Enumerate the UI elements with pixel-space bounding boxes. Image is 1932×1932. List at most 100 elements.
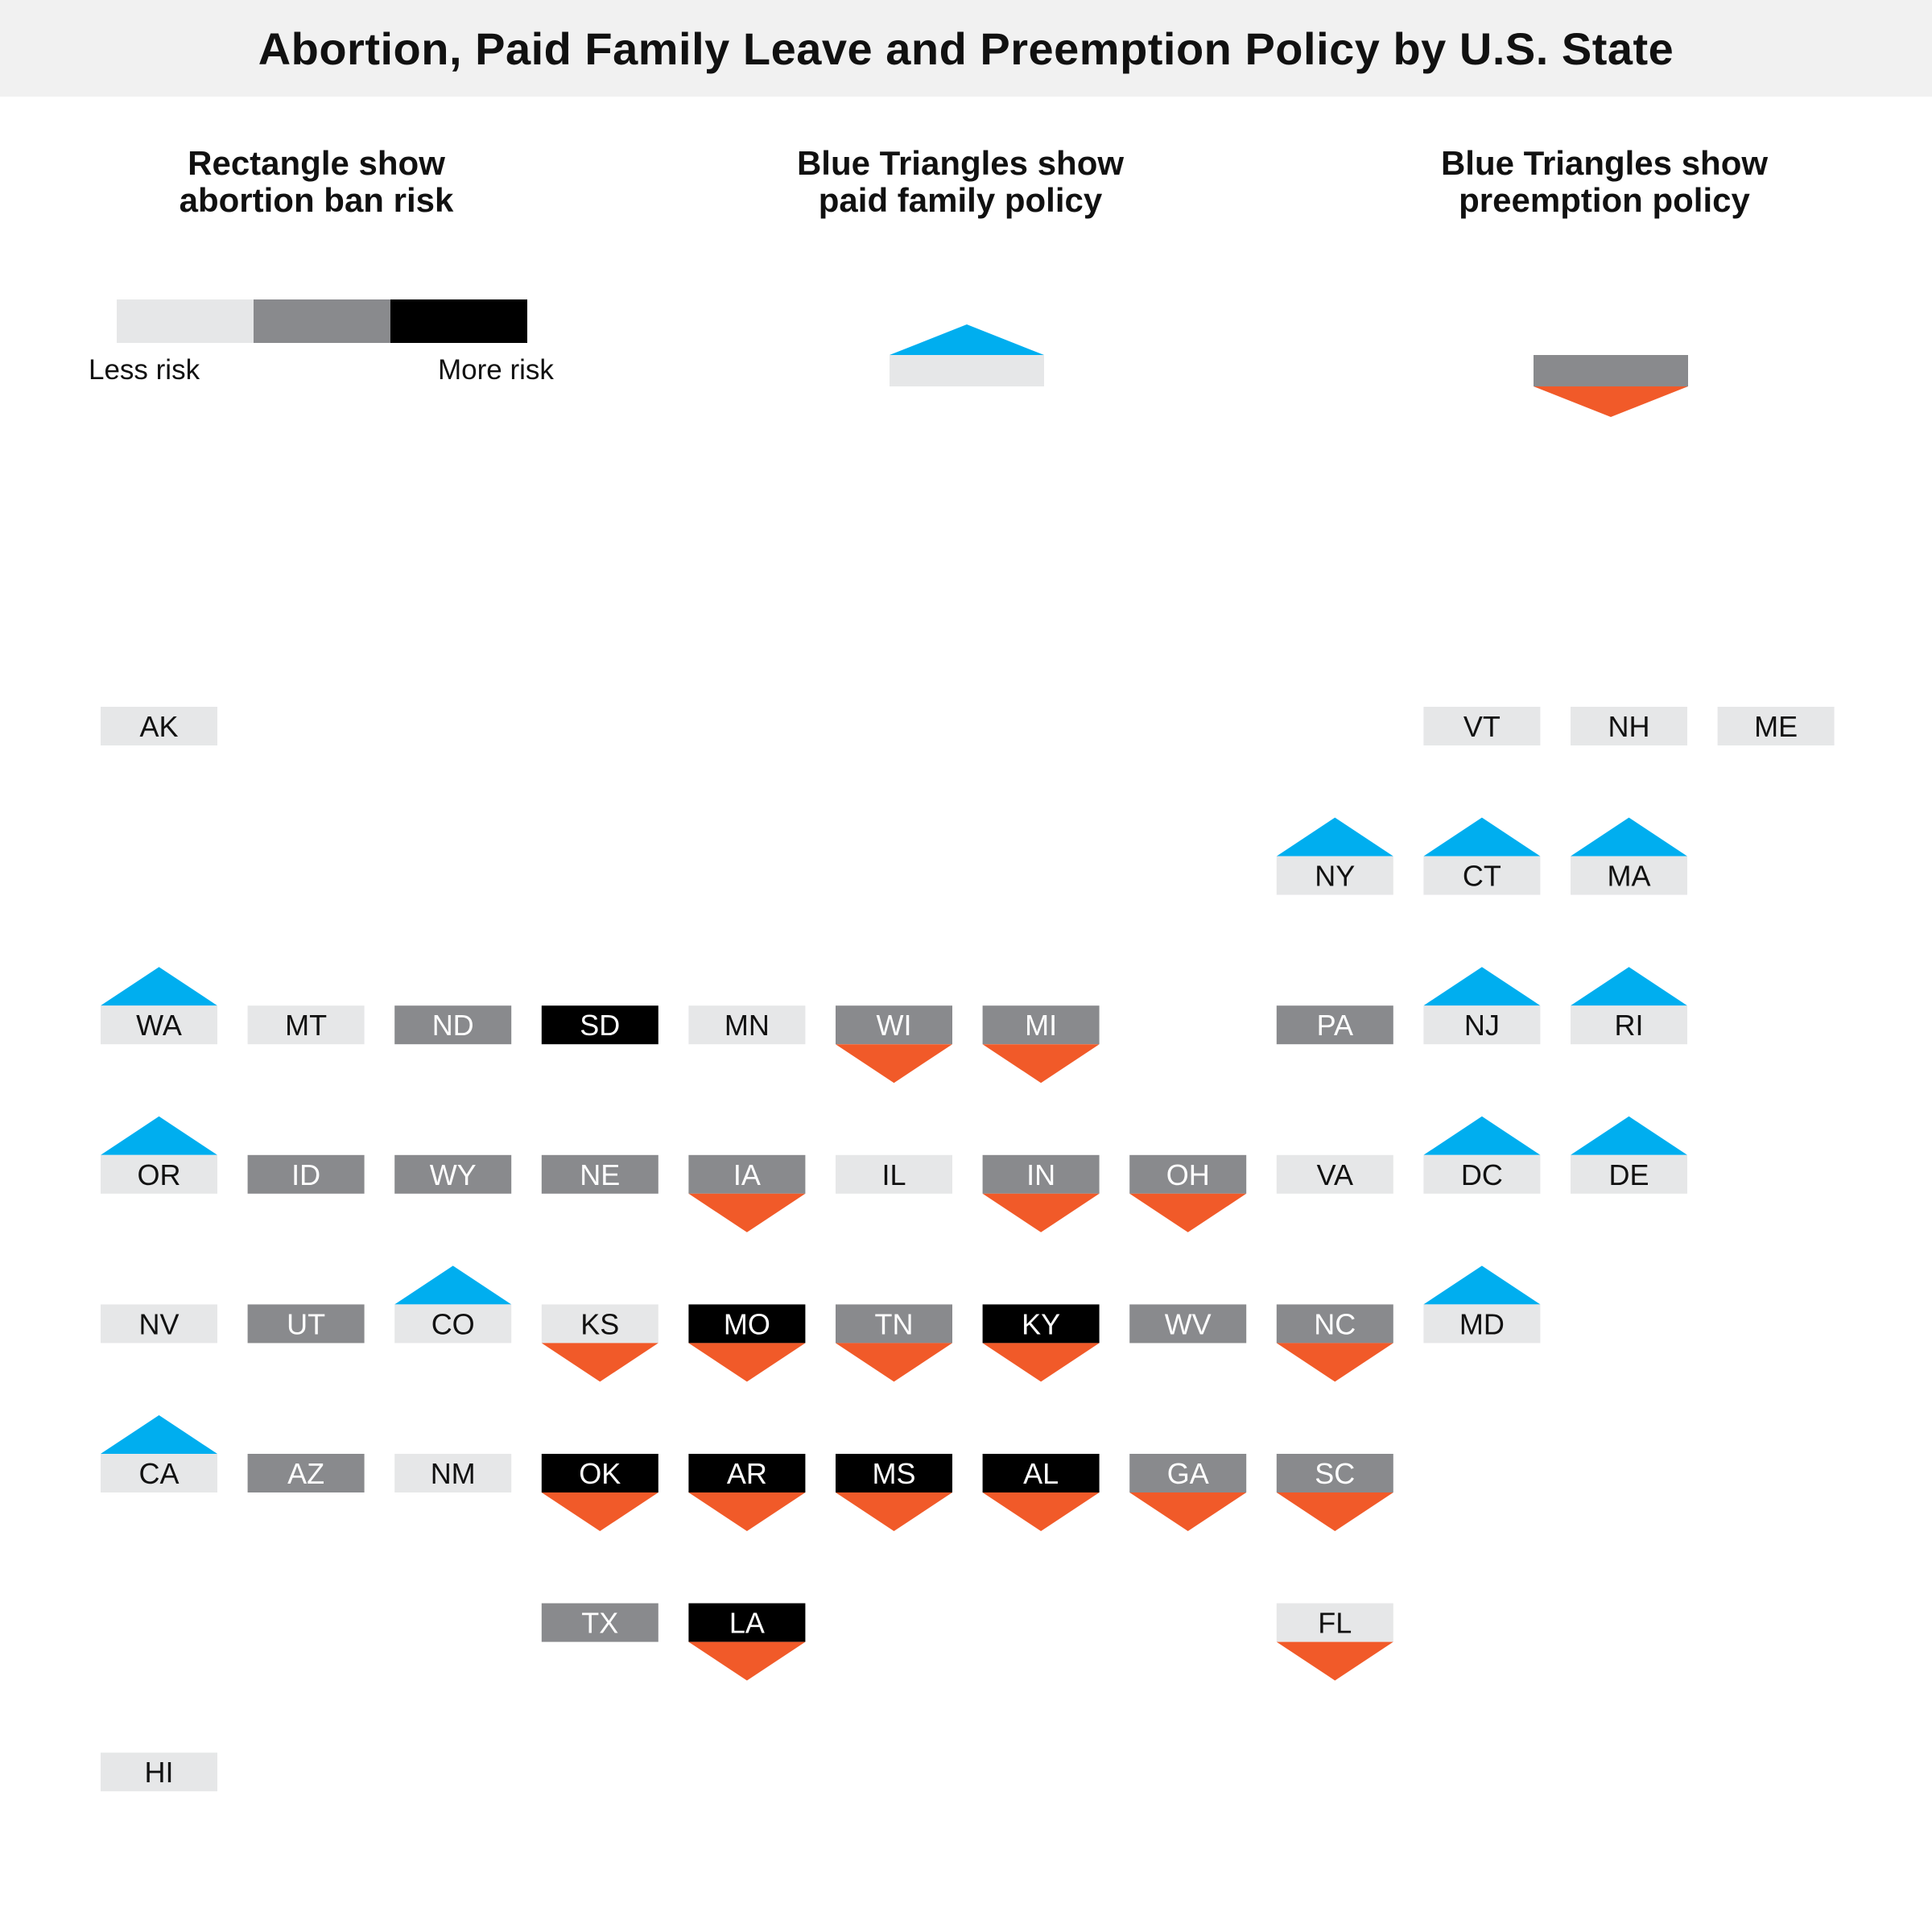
state-tile-mt: MT (247, 1005, 365, 1045)
paid-family-triangle (1423, 967, 1541, 1006)
state-code-label: KS (580, 1307, 619, 1340)
risk-swatch-less (117, 299, 254, 343)
paid-family-triangle (1571, 817, 1687, 857)
state-tile-ca: CA (101, 1415, 217, 1492)
state-code-label: AR (727, 1457, 767, 1490)
state-code-label: NV (138, 1307, 179, 1340)
abortion-risk-rectangle (1571, 1154, 1687, 1194)
abortion-risk-rectangle (688, 1304, 806, 1344)
preemption-triangle (541, 1492, 658, 1531)
paid-family-legend-heading-line1: Blue Triangles show (796, 144, 1125, 182)
abortion-risk-rectangle (688, 1603, 806, 1642)
preemption-triangle (688, 1641, 806, 1681)
abortion-risk-rectangle (688, 1154, 806, 1194)
state-tile-de: DE (1571, 1116, 1687, 1194)
state-tile-az: AZ (247, 1454, 365, 1492)
state-tile-nd: ND (394, 1005, 512, 1045)
state-tile-mi: MI (982, 1005, 1100, 1084)
state-code-label: CO (431, 1307, 475, 1340)
abortion-risk-rectangle (836, 1304, 952, 1344)
state-code-label: DE (1608, 1158, 1649, 1191)
state-tile-ks: KS (541, 1304, 658, 1382)
state-tile-wy: WY (394, 1154, 512, 1194)
state-code-label: CT (1463, 860, 1501, 893)
abortion-risk-rectangle (394, 1154, 512, 1194)
state-code-label: WA (136, 1009, 182, 1042)
state-code-label: MA (1608, 860, 1651, 893)
abortion-risk-rectangle (1276, 1005, 1393, 1045)
preemption-legend-triangle (1534, 386, 1688, 417)
state-tile-ma: MA (1571, 817, 1687, 895)
state-code-label: NH (1608, 710, 1650, 743)
state-tile-ok: OK (541, 1454, 658, 1531)
paid-family-triangle (1571, 1116, 1687, 1155)
abortion-risk-rectangle (1129, 1154, 1247, 1194)
state-code-label: MI (1025, 1009, 1057, 1042)
state-tile-oh: OH (1129, 1154, 1247, 1232)
state-code-label: MS (873, 1457, 916, 1490)
paid-family-legend-rectangle (890, 355, 1044, 386)
state-code-label: NM (431, 1457, 476, 1490)
state-tile-nv: NV (101, 1304, 217, 1344)
paid-family-legend-heading: Blue Triangles show paid family policy (719, 145, 1202, 219)
abortion-risk-rectangle (101, 1304, 217, 1344)
paid-family-triangle (101, 967, 217, 1006)
state-tile-nj: NJ (1423, 967, 1541, 1045)
state-code-label: AK (139, 710, 178, 743)
state-code-label: NC (1314, 1307, 1356, 1340)
preemption-triangle (982, 1492, 1100, 1531)
abortion-risk-rectangle (688, 1454, 806, 1492)
state-code-label: TN (875, 1307, 914, 1340)
state-tile-vt: VT (1423, 707, 1541, 745)
state-tile-ut: UT (247, 1304, 365, 1344)
state-code-label: ND (432, 1009, 474, 1042)
state-tile-la: LA (688, 1603, 806, 1681)
state-code-label: LA (729, 1607, 765, 1640)
state-tile-tx: TX (541, 1603, 658, 1642)
abortion-risk-rectangle (1423, 1154, 1541, 1194)
state-tile-tn: TN (836, 1304, 952, 1382)
state-code-label: SD (580, 1009, 620, 1042)
abortion-risk-rectangle (1717, 707, 1835, 745)
preemption-legend-heading: Blue Triangles show preemption policy (1363, 145, 1846, 219)
state-code-label: GA (1167, 1457, 1209, 1490)
state-code-label: MD (1459, 1307, 1505, 1340)
state-code-label: FL (1318, 1607, 1352, 1640)
abortion-risk-rectangle (394, 1454, 512, 1492)
abortion-risk-rectangle (1129, 1454, 1247, 1492)
abortion-risk-rectangle (394, 1005, 512, 1045)
preemption-triangle (1276, 1343, 1393, 1382)
state-tile-ri: RI (1571, 967, 1687, 1045)
state-tile-ky: KY (982, 1304, 1100, 1382)
state-code-label: OH (1166, 1158, 1210, 1191)
state-code-label: OK (579, 1457, 621, 1490)
less-risk-label: Less risk (89, 354, 200, 386)
abortion-risk-rectangle (541, 1154, 658, 1194)
abortion-risk-rectangle (982, 1304, 1100, 1344)
abortion-risk-rectangle (247, 1304, 365, 1344)
page-title: Abortion, Paid Family Leave and Preempti… (258, 23, 1674, 74)
abortion-risk-rectangle (1571, 1005, 1687, 1045)
abortion-risk-rectangle (1571, 707, 1687, 745)
paid-family-triangle (1423, 1265, 1541, 1305)
state-tile-ny: NY (1276, 817, 1393, 895)
abortion-risk-rectangle (101, 1454, 217, 1492)
state-code-label: TX (581, 1607, 618, 1640)
more-risk-label: More risk (438, 354, 554, 386)
state-tile-wi: WI (836, 1005, 952, 1084)
preemption-triangle (688, 1343, 806, 1382)
preemption-legend-heading-line1: Blue Triangles show (1440, 144, 1769, 182)
abortion-risk-rectangle (982, 1154, 1100, 1194)
abortion-risk-rectangle (1129, 1304, 1247, 1344)
preemption-triangle (836, 1044, 952, 1084)
state-tile-ms: MS (836, 1454, 952, 1531)
state-tile-co: CO (394, 1265, 512, 1344)
state-tile-wv: WV (1129, 1304, 1247, 1344)
abortion-risk-rectangle (541, 1304, 658, 1344)
preemption-triangle (982, 1343, 1100, 1382)
state-tile-in: IN (982, 1154, 1100, 1232)
state-tile-or: OR (101, 1116, 217, 1194)
state-code-label: MN (724, 1009, 770, 1042)
title-bar: Abortion, Paid Family Leave and Preempti… (0, 0, 1932, 97)
